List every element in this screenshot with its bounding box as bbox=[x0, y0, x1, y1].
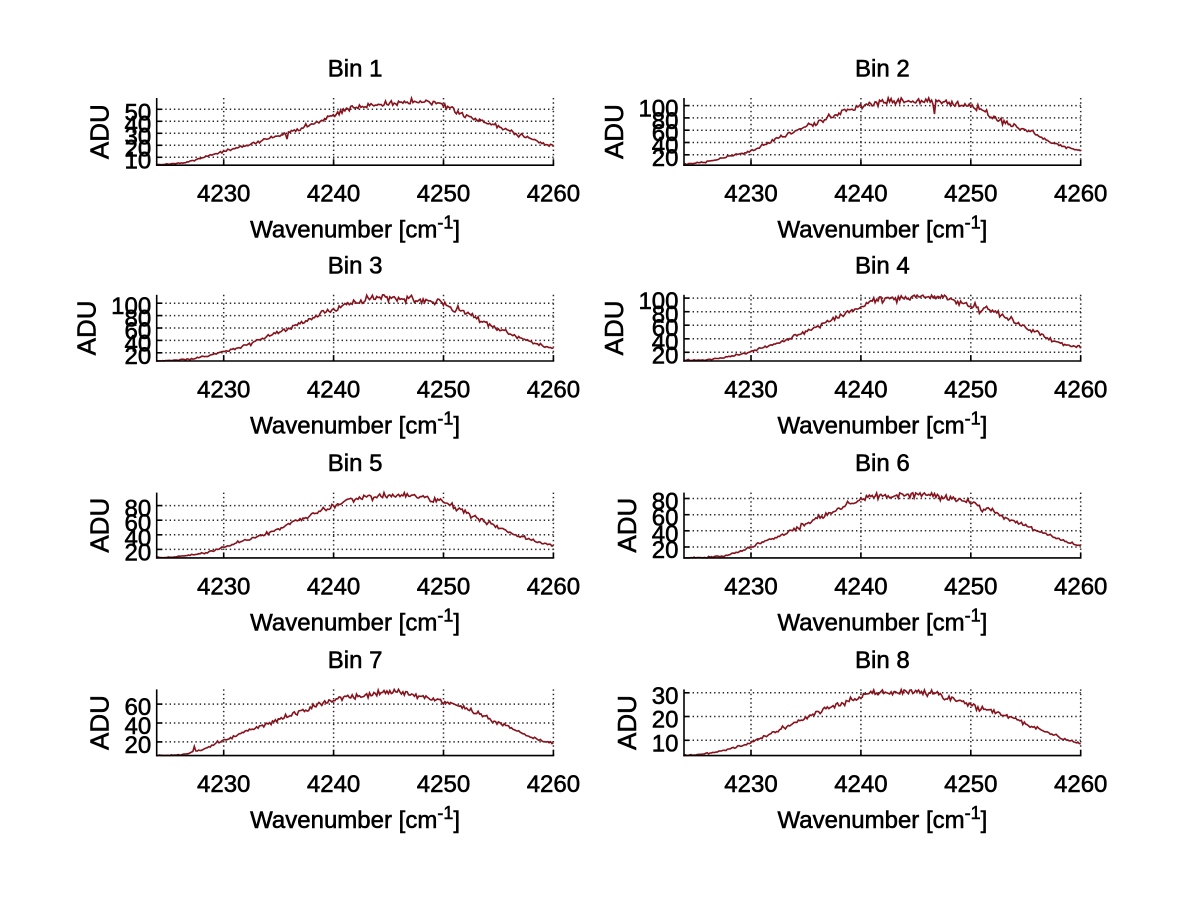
svg-text:4250: 4250 bbox=[417, 181, 470, 208]
svg-text:60: 60 bbox=[652, 120, 679, 147]
svg-text:4260: 4260 bbox=[1054, 181, 1107, 208]
svg-text:4240: 4240 bbox=[834, 771, 887, 798]
svg-text:4240: 4240 bbox=[307, 573, 360, 600]
svg-text:80: 80 bbox=[124, 306, 151, 333]
svg-text:40: 40 bbox=[124, 111, 151, 138]
svg-text:Bin 4: Bin 4 bbox=[855, 252, 910, 279]
svg-text:80: 80 bbox=[652, 108, 679, 135]
svg-text:10: 10 bbox=[652, 730, 679, 757]
svg-text:60: 60 bbox=[124, 318, 151, 345]
svg-text:80: 80 bbox=[652, 302, 679, 329]
svg-text:Wavenumber [cm-1]: Wavenumber [cm-1] bbox=[250, 213, 460, 244]
svg-text:80: 80 bbox=[124, 496, 151, 523]
svg-text:ADU: ADU bbox=[85, 498, 115, 553]
svg-text:4260: 4260 bbox=[527, 181, 580, 208]
svg-text:Bin 6: Bin 6 bbox=[855, 450, 910, 477]
svg-text:4260: 4260 bbox=[1054, 771, 1107, 798]
svg-text:10: 10 bbox=[124, 147, 151, 174]
svg-text:Bin 3: Bin 3 bbox=[328, 252, 383, 279]
svg-text:4250: 4250 bbox=[944, 771, 997, 798]
svg-text:4240: 4240 bbox=[834, 377, 887, 404]
svg-text:Wavenumber [cm-1]: Wavenumber [cm-1] bbox=[777, 213, 987, 244]
svg-text:ADU: ADU bbox=[599, 104, 629, 159]
svg-text:40: 40 bbox=[652, 521, 679, 548]
svg-text:Wavenumber [cm-1]: Wavenumber [cm-1] bbox=[777, 803, 987, 834]
svg-text:4250: 4250 bbox=[944, 181, 997, 208]
svg-text:4260: 4260 bbox=[527, 377, 580, 404]
svg-text:4230: 4230 bbox=[724, 771, 777, 798]
svg-text:Wavenumber [cm-1]: Wavenumber [cm-1] bbox=[250, 409, 460, 440]
svg-text:30: 30 bbox=[124, 123, 151, 150]
svg-text:20: 20 bbox=[652, 707, 679, 734]
svg-text:50: 50 bbox=[124, 99, 151, 126]
svg-text:100: 100 bbox=[638, 96, 678, 123]
svg-text:4260: 4260 bbox=[527, 573, 580, 600]
svg-text:ADU: ADU bbox=[72, 300, 102, 355]
svg-text:20: 20 bbox=[124, 539, 151, 566]
svg-text:40: 40 bbox=[124, 330, 151, 357]
svg-text:Bin 1: Bin 1 bbox=[328, 56, 383, 83]
svg-text:40: 40 bbox=[124, 713, 151, 740]
svg-text:20: 20 bbox=[652, 342, 679, 369]
svg-text:4250: 4250 bbox=[944, 377, 997, 404]
svg-text:4240: 4240 bbox=[307, 771, 360, 798]
svg-text:Wavenumber [cm-1]: Wavenumber [cm-1] bbox=[250, 803, 460, 834]
svg-text:4260: 4260 bbox=[1054, 573, 1107, 600]
svg-text:60: 60 bbox=[124, 694, 151, 721]
svg-text:Bin 5: Bin 5 bbox=[328, 450, 383, 477]
svg-text:4230: 4230 bbox=[197, 573, 250, 600]
svg-text:4250: 4250 bbox=[417, 771, 470, 798]
svg-text:Wavenumber [cm-1]: Wavenumber [cm-1] bbox=[777, 605, 987, 636]
svg-text:ADU: ADU bbox=[85, 104, 115, 159]
svg-text:30: 30 bbox=[652, 683, 679, 710]
svg-text:4240: 4240 bbox=[834, 181, 887, 208]
svg-text:Bin 2: Bin 2 bbox=[855, 56, 910, 83]
svg-text:40: 40 bbox=[652, 329, 679, 356]
svg-text:Wavenumber [cm-1]: Wavenumber [cm-1] bbox=[777, 409, 987, 440]
svg-text:4230: 4230 bbox=[197, 377, 250, 404]
svg-text:4230: 4230 bbox=[724, 377, 777, 404]
svg-text:4230: 4230 bbox=[724, 573, 777, 600]
svg-text:80: 80 bbox=[652, 489, 679, 516]
svg-text:Bin 8: Bin 8 bbox=[855, 647, 910, 674]
svg-text:ADU: ADU bbox=[85, 695, 115, 750]
svg-text:4260: 4260 bbox=[527, 771, 580, 798]
svg-text:40: 40 bbox=[652, 133, 679, 160]
svg-text:40: 40 bbox=[124, 525, 151, 552]
svg-text:ADU: ADU bbox=[599, 300, 629, 355]
svg-text:20: 20 bbox=[124, 135, 151, 162]
svg-text:4250: 4250 bbox=[417, 573, 470, 600]
svg-text:ADU: ADU bbox=[612, 498, 642, 553]
svg-text:4230: 4230 bbox=[197, 181, 250, 208]
svg-text:60: 60 bbox=[652, 505, 679, 532]
svg-text:4240: 4240 bbox=[307, 181, 360, 208]
svg-text:20: 20 bbox=[124, 343, 151, 370]
svg-text:20: 20 bbox=[124, 732, 151, 759]
svg-text:100: 100 bbox=[638, 288, 678, 315]
svg-text:4230: 4230 bbox=[724, 181, 777, 208]
svg-text:4250: 4250 bbox=[417, 377, 470, 404]
svg-text:4230: 4230 bbox=[197, 771, 250, 798]
svg-text:Wavenumber [cm-1]: Wavenumber [cm-1] bbox=[250, 605, 460, 636]
svg-text:ADU: ADU bbox=[612, 695, 642, 750]
svg-text:60: 60 bbox=[124, 510, 151, 537]
svg-text:20: 20 bbox=[652, 145, 679, 172]
svg-text:100: 100 bbox=[111, 293, 151, 320]
svg-text:4260: 4260 bbox=[1054, 377, 1107, 404]
svg-text:Bin 7: Bin 7 bbox=[328, 647, 383, 674]
svg-text:4250: 4250 bbox=[944, 573, 997, 600]
svg-text:20: 20 bbox=[652, 537, 679, 564]
svg-text:60: 60 bbox=[652, 315, 679, 342]
svg-text:4240: 4240 bbox=[834, 573, 887, 600]
svg-text:4240: 4240 bbox=[307, 377, 360, 404]
